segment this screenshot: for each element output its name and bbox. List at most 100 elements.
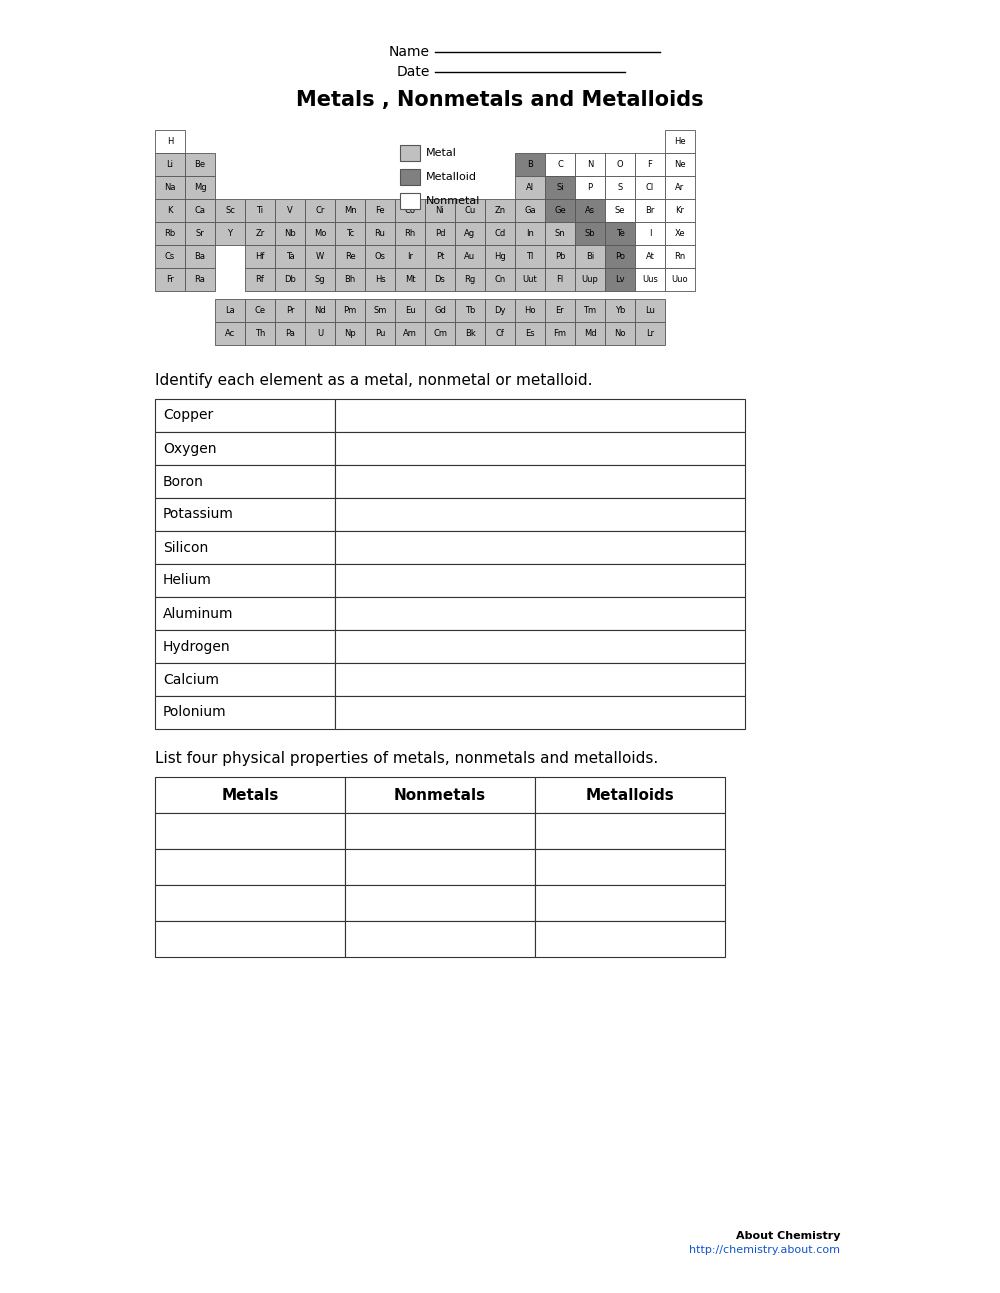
Text: At: At [646, 252, 654, 261]
Bar [535, 921, 725, 957]
Bar [305, 222, 335, 244]
Text: I: I [649, 229, 651, 238]
Text: Na: Na [164, 184, 176, 191]
Bar [155, 199, 185, 222]
Text: Rh: Rh [404, 229, 416, 238]
Text: Bh: Bh [344, 275, 356, 284]
Bar [515, 322, 545, 345]
Text: K: K [167, 206, 173, 215]
Bar [455, 244, 485, 268]
Bar [635, 222, 665, 244]
Bar [305, 299, 335, 322]
Bar [185, 244, 215, 268]
Text: P: P [587, 184, 593, 191]
Text: Ta: Ta [286, 252, 294, 261]
Text: Po: Po [615, 252, 625, 261]
Text: Ac: Ac [225, 328, 235, 337]
Bar [335, 299, 365, 322]
Text: Cl: Cl [646, 184, 654, 191]
Bar [515, 199, 545, 222]
Bar [455, 322, 485, 345]
Text: Ar: Ar [675, 184, 685, 191]
Bar [545, 268, 575, 291]
Bar [335, 465, 745, 498]
Bar [425, 299, 455, 322]
Bar [155, 222, 185, 244]
Text: Cd: Cd [494, 229, 506, 238]
Text: Ge: Ge [554, 206, 566, 215]
Text: Uut: Uut [523, 275, 537, 284]
Bar [515, 268, 545, 291]
Text: Name: Name [389, 45, 430, 59]
Bar [485, 199, 515, 222]
Text: Gd: Gd [434, 306, 446, 315]
Bar [155, 597, 335, 630]
Bar [515, 244, 545, 268]
Bar [155, 630, 335, 663]
Bar [455, 268, 485, 291]
Bar [635, 244, 665, 268]
Text: Ho: Ho [524, 306, 536, 315]
Bar [305, 244, 335, 268]
Text: Aluminum: Aluminum [163, 606, 234, 621]
Bar [335, 268, 365, 291]
Bar [665, 222, 695, 244]
Bar [485, 299, 515, 322]
Bar [535, 850, 725, 884]
Text: Nonmetal: Nonmetal [426, 197, 480, 206]
Bar [665, 244, 695, 268]
Text: Ca: Ca [194, 206, 206, 215]
Text: Au: Au [464, 252, 476, 261]
Bar [155, 777, 345, 813]
Bar [275, 244, 305, 268]
Bar [395, 268, 425, 291]
Bar [275, 222, 305, 244]
Bar [635, 322, 665, 345]
Text: Rf: Rf [256, 275, 264, 284]
Text: Cs: Cs [165, 252, 175, 261]
Bar [605, 299, 635, 322]
Bar [335, 400, 745, 432]
Bar [275, 299, 305, 322]
Bar [425, 199, 455, 222]
Bar [345, 921, 535, 957]
Text: C: C [557, 160, 563, 169]
Text: Sm: Sm [373, 306, 387, 315]
Text: Mg: Mg [194, 184, 206, 191]
Bar [545, 299, 575, 322]
Bar [605, 322, 635, 345]
Bar [155, 400, 335, 432]
Text: Metals , Nonmetals and Metalloids: Metals , Nonmetals and Metalloids [296, 91, 704, 110]
Bar [400, 193, 420, 209]
Text: About Chemistry: About Chemistry [736, 1231, 840, 1241]
Bar [155, 531, 335, 564]
Bar [485, 268, 515, 291]
Bar [395, 199, 425, 222]
Text: Pa: Pa [285, 328, 295, 337]
Text: No: No [614, 328, 626, 337]
Bar [335, 199, 365, 222]
Text: Cn: Cn [494, 275, 506, 284]
Text: Uuo: Uuo [672, 275, 688, 284]
Bar [335, 630, 745, 663]
Bar [275, 199, 305, 222]
Bar [395, 244, 425, 268]
Bar [155, 921, 345, 957]
Text: Si: Si [556, 184, 564, 191]
Bar [545, 244, 575, 268]
Text: Sg: Sg [315, 275, 325, 284]
Text: Os: Os [374, 252, 386, 261]
Bar [365, 268, 395, 291]
Bar [605, 199, 635, 222]
Bar [575, 244, 605, 268]
Text: Zn: Zn [494, 206, 506, 215]
Text: Boron: Boron [163, 475, 204, 489]
Bar [275, 268, 305, 291]
Text: Rn: Rn [674, 252, 686, 261]
Text: Be: Be [194, 160, 206, 169]
Bar [335, 432, 745, 465]
Text: Oxygen: Oxygen [163, 441, 216, 455]
Text: S: S [617, 184, 623, 191]
Bar [155, 465, 335, 498]
Text: B: B [527, 160, 533, 169]
